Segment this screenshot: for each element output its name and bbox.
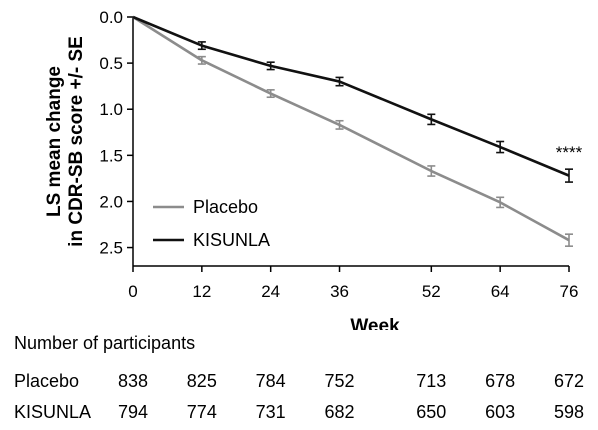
x-tick-label: 76 xyxy=(560,282,579,301)
participants-count: 650 xyxy=(416,402,447,422)
y-axis-title-line: in CDR-SB score +/- SE xyxy=(66,36,87,247)
x-tick-label: 12 xyxy=(192,282,211,301)
participants-count: 678 xyxy=(485,371,516,391)
x-axis-title: Week xyxy=(350,316,400,330)
annotations: **** xyxy=(556,143,583,162)
x-tick-label: 52 xyxy=(422,282,441,301)
y-axis-title: LS mean changein CDR-SB score +/- SE xyxy=(44,36,87,247)
series-line-placebo xyxy=(132,15,570,242)
significance-annotation: **** xyxy=(556,143,583,162)
participants-count: 752 xyxy=(324,371,355,391)
x-tick-label: 64 xyxy=(491,282,510,301)
y-tick-label: 2.0 xyxy=(99,192,123,211)
y-axis-title-line: LS mean change xyxy=(44,66,65,217)
y-tick-label: 1.0 xyxy=(99,100,123,119)
participants-count: 672 xyxy=(553,371,585,391)
x-tick-label: 36 xyxy=(330,282,349,301)
legend: Placebo KISUNLA xyxy=(153,197,270,250)
participants-row-label: Placebo xyxy=(14,371,80,391)
participants-count: 774 xyxy=(186,402,217,422)
x-tick-label: 0 xyxy=(128,282,137,301)
participants-title: Number of participants xyxy=(14,333,196,353)
participants-count: 794 xyxy=(117,402,149,422)
x-tick-label: 24 xyxy=(261,282,280,301)
participants-count: 603 xyxy=(485,402,516,422)
participants-count: 598 xyxy=(553,402,585,422)
y-tick-label: 0.5 xyxy=(99,54,123,73)
participants-count: 838 xyxy=(117,371,149,391)
participants-count: 713 xyxy=(416,371,447,391)
participants-count: 825 xyxy=(186,371,217,391)
legend-label: KISUNLA xyxy=(193,230,270,250)
participants-row-label: KISUNLA xyxy=(14,402,92,422)
y-tick-label: 1.5 xyxy=(99,146,123,165)
series-lines xyxy=(132,15,570,242)
y-tick-label: 2.5 xyxy=(99,239,123,258)
axes: 0.0 0.5 1.0 1.5 2.0 2.5 0 12 24 36 52 64 76 Week LS me… xyxy=(44,8,578,330)
participants-count: 784 xyxy=(255,371,286,391)
chart: 0.0 0.5 1.0 1.5 2.0 2.5 0 12 24 36 52 64 76 Week LS me… xyxy=(44,8,583,330)
participants-count: 731 xyxy=(255,402,286,422)
y-tick-label: 0.0 xyxy=(99,8,123,27)
legend-label: Placebo xyxy=(193,197,258,217)
participants-count: 682 xyxy=(324,402,355,422)
series-line-kisunla xyxy=(132,15,570,177)
